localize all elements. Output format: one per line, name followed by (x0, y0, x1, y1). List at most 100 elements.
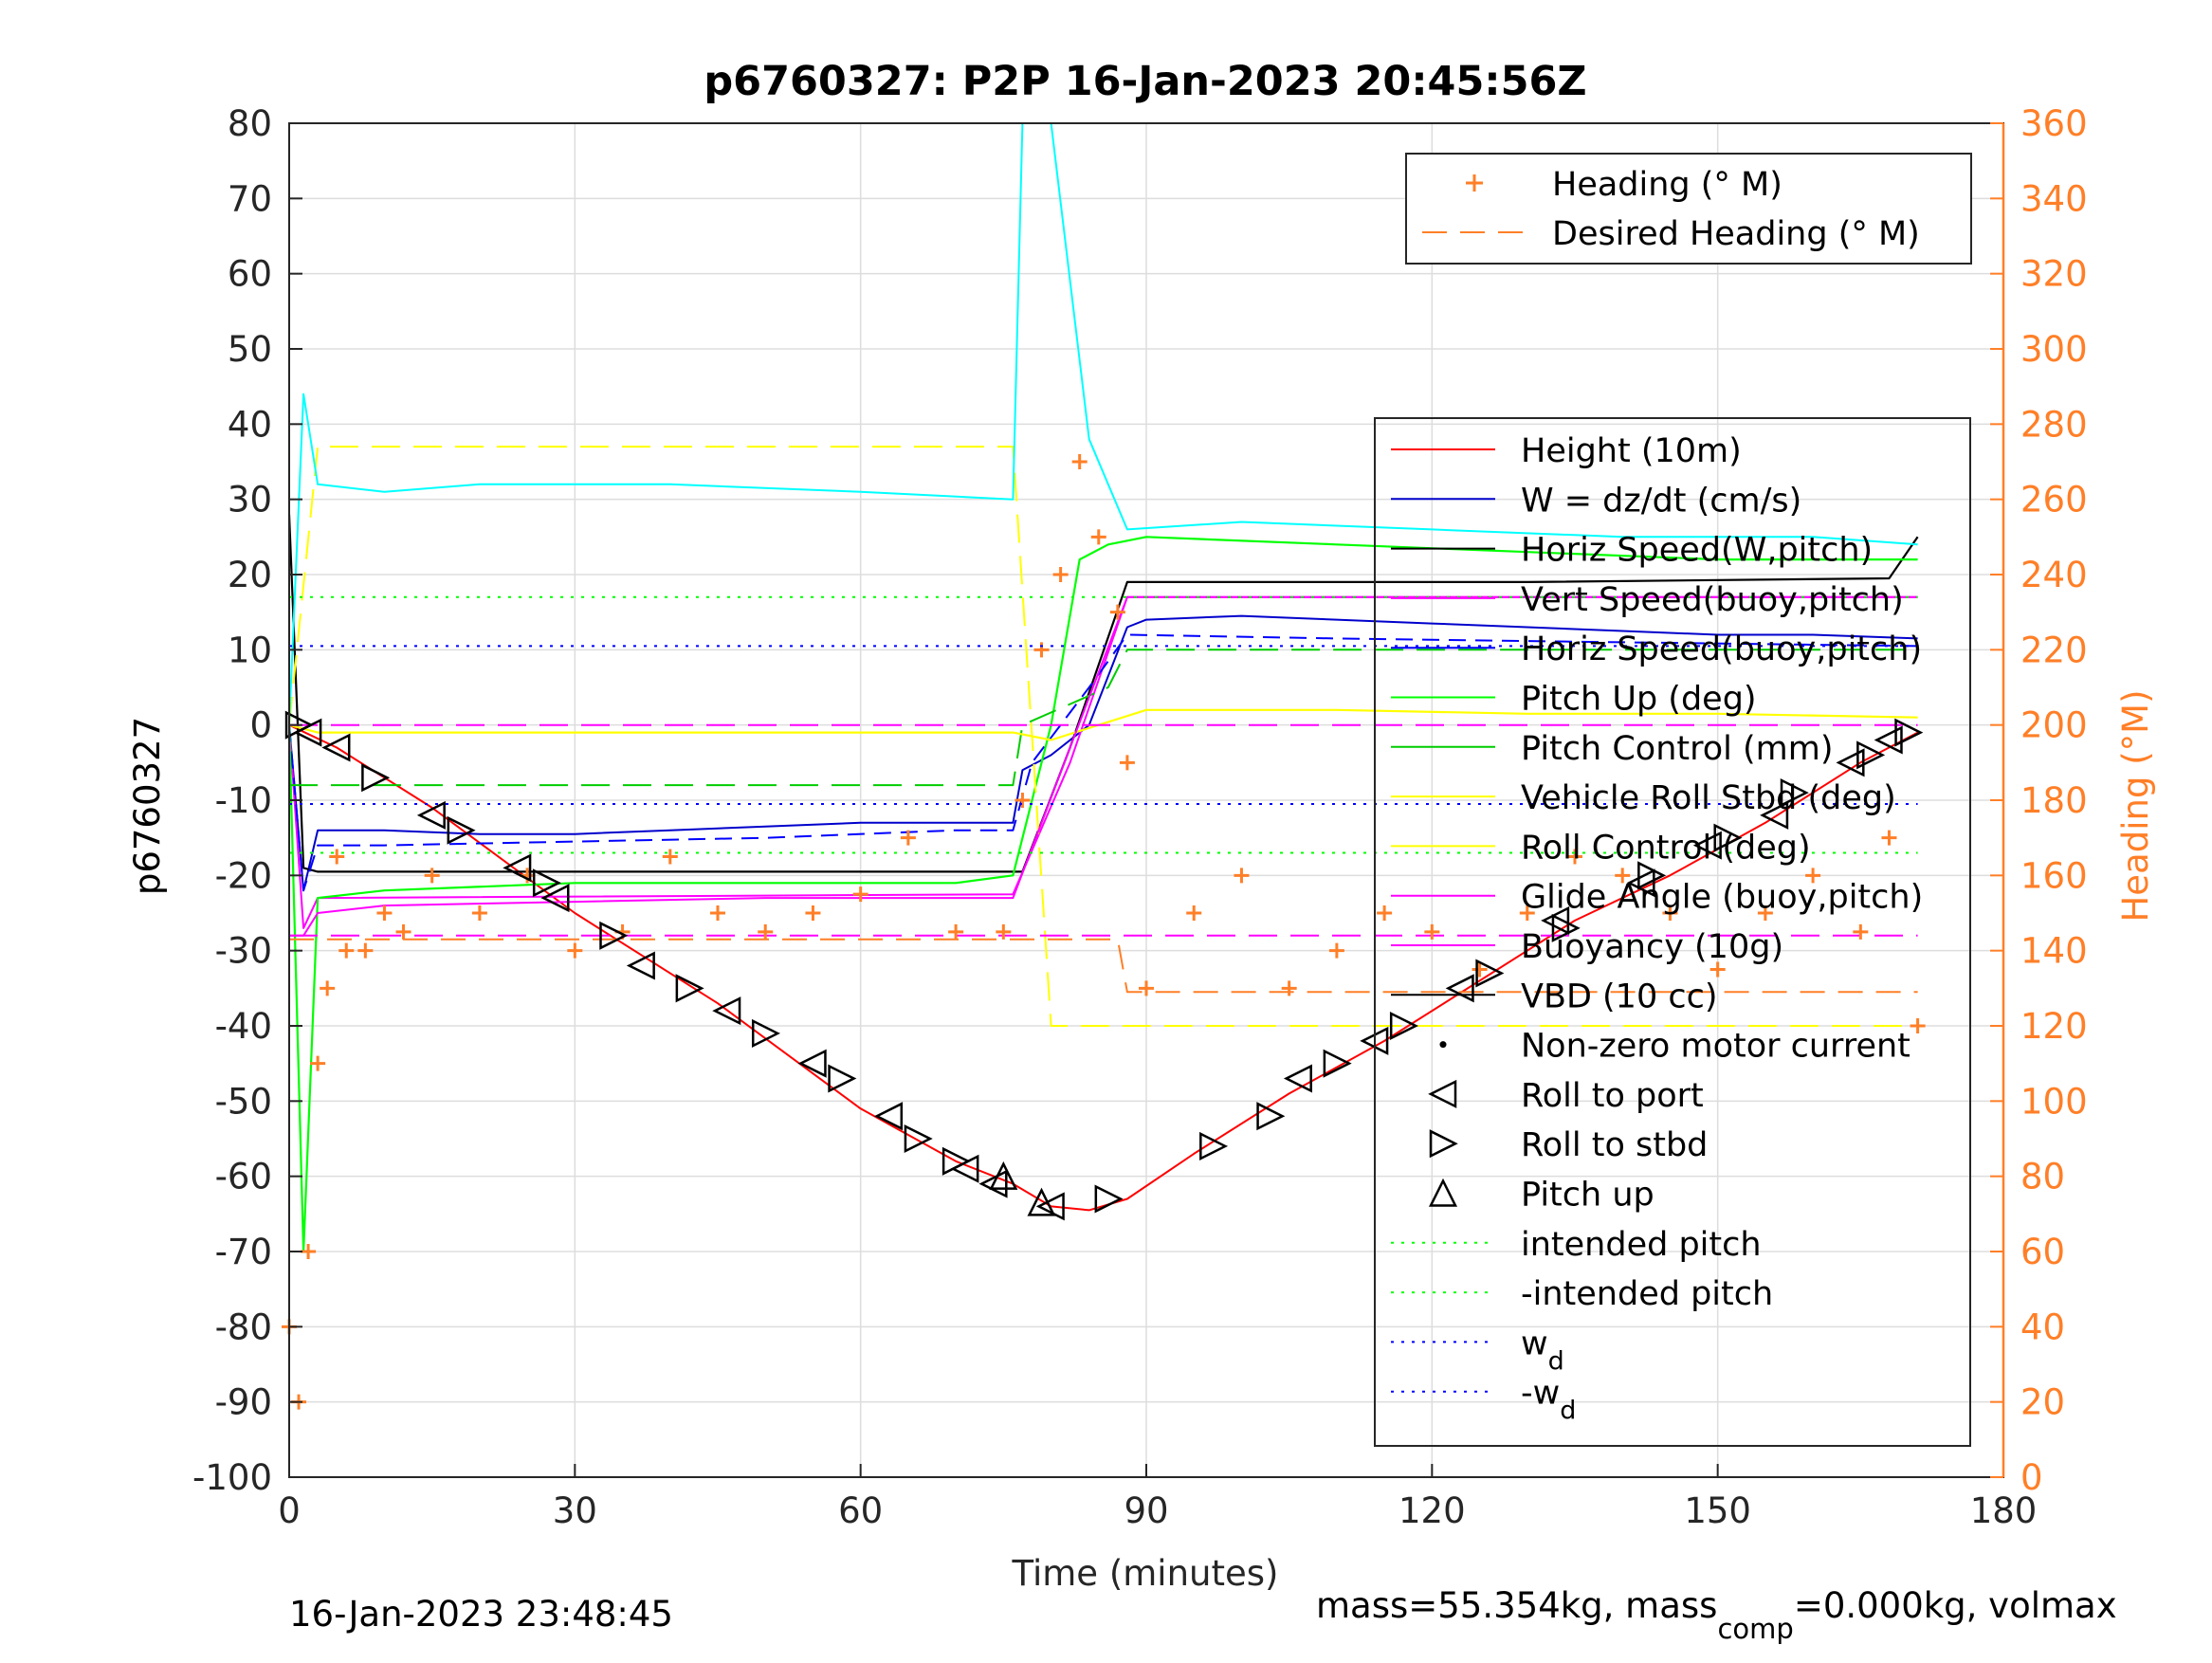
legend-swatch (1439, 1041, 1447, 1049)
pitch-up-marker (989, 1160, 1018, 1190)
heading-point (471, 905, 487, 921)
heading-point (310, 1055, 326, 1071)
y-tick-label: -10 (215, 780, 272, 821)
legend-entry-label: Pitch Up (deg) (1521, 681, 1757, 719)
roll-stbd-marker (447, 815, 476, 845)
pitch-up-marker (1027, 1187, 1056, 1216)
heading-point (1033, 642, 1050, 658)
heading-point (996, 923, 1012, 940)
heading-point (1853, 923, 1869, 940)
legend-heading-box (1405, 153, 1972, 265)
roll-stbd-marker (1094, 1184, 1124, 1214)
roll-stbd-marker (1637, 861, 1667, 890)
y-right-tick-label: 320 (2020, 254, 2088, 295)
heading-point (329, 849, 345, 865)
heading-point (852, 886, 868, 903)
series-pitch-control-mm (289, 649, 1918, 787)
y-tick-label: 60 (228, 254, 272, 295)
y-tick-label: 30 (228, 480, 272, 521)
heading-point (567, 942, 583, 959)
legend-entry-label: Pitch up (1521, 1177, 1654, 1215)
roll-port-marker (1874, 725, 1903, 755)
x-tick-label: 120 (1398, 1490, 1466, 1531)
heading-point (1424, 923, 1440, 940)
roll-stbd-marker (284, 710, 314, 740)
heading-point (1109, 604, 1125, 620)
y-tick-label: -70 (215, 1232, 272, 1272)
y-tick-label: -90 (215, 1382, 272, 1423)
roll-stbd-marker (599, 921, 629, 950)
roll-port-marker (540, 884, 570, 913)
y-tick-label: 20 (228, 555, 272, 595)
y-right-tick-label: 20 (2020, 1382, 2065, 1423)
roll-port-marker (874, 1102, 904, 1131)
series-roll-control-deg (288, 446, 1918, 1027)
y-tick-label: -60 (215, 1157, 272, 1197)
y-tick-label: -30 (215, 931, 272, 972)
y-tick-label: -80 (215, 1307, 272, 1347)
heading-point (424, 868, 440, 884)
legend-entry-label: intended pitch (1521, 1226, 1762, 1264)
y-right-tick-label: 280 (2020, 404, 2088, 445)
y-axis-right-label: Heading (°M) (2115, 689, 2156, 922)
heading-point (1186, 905, 1202, 921)
y-right-tick-label: 260 (2020, 480, 2088, 521)
legend-main: Height (10m) W = dz/dt (cm/s) Horiz Speed(… (1374, 417, 1971, 1447)
y-right-tick-label: 220 (2020, 630, 2088, 670)
legend-main-box (1374, 417, 1971, 1447)
roll-port-marker (1836, 748, 1865, 777)
roll-stbd-marker (1475, 959, 1505, 988)
legend-swatch (1428, 1079, 1457, 1108)
y-tick-label: -100 (192, 1457, 272, 1498)
legend-entry-label: Roll to stbd (1521, 1126, 1708, 1164)
footer-mass: mass=55.354kg, masscomp=0.000kg, volmax (1316, 1585, 2117, 1645)
heading-point (1805, 868, 1821, 884)
y-tick-label: 80 (228, 103, 272, 144)
y-tick-label: 0 (249, 705, 272, 746)
y-right-tick-label: 140 (2020, 931, 2088, 972)
y-right-tick-label: 80 (2020, 1157, 2065, 1197)
y-tick-label: 70 (228, 178, 272, 219)
legend-heading: Heading (° M) Desired Heading (° M) (1405, 153, 1972, 265)
heading-point (1881, 830, 1897, 846)
roll-stbd-marker (1389, 1011, 1418, 1041)
roll-stbd-marker (1856, 740, 1886, 770)
roll-port-marker (712, 996, 741, 1026)
roll-port-marker (1626, 868, 1655, 898)
axis-layer: 0 30 60 90 120 150 18080706050403020100-10-20-… (192, 103, 2088, 1531)
y-tick-label: 40 (228, 404, 272, 445)
legend-entry-label: Pitch Control (mm) (1521, 730, 1833, 768)
legend-entry-label: Desired Heading (° M) (1552, 215, 1920, 253)
heading-point (1015, 793, 1031, 808)
y-right-tick-label: 160 (2020, 855, 2088, 896)
roll-stbd-marker (904, 1124, 933, 1154)
heading-point (758, 923, 774, 940)
heading-point (1709, 961, 1726, 978)
legend-entry-label: Vehicle Roll Stbd (deg) (1521, 779, 1896, 817)
heading-point (1234, 868, 1250, 884)
roll-port-marker (978, 1169, 1008, 1198)
heading-point (1757, 905, 1773, 921)
heading-point (710, 905, 725, 921)
x-axis-label: Time (minutes) (1012, 1553, 1279, 1594)
y-right-tick-label: 200 (2020, 705, 2088, 746)
heading-point (1910, 1018, 1926, 1033)
heading-point (1472, 961, 1488, 978)
heading-point (1119, 755, 1135, 771)
x-tick-label: 0 (278, 1490, 301, 1531)
legend-entry-label: Roll Control (deg) (1521, 829, 1811, 867)
roll-stbd-marker (1894, 718, 1924, 747)
y-right-tick-label: 100 (2020, 1081, 2088, 1122)
heading-point (1615, 868, 1631, 884)
heading-point (1090, 529, 1106, 545)
y-right-tick-label: 240 (2020, 555, 2088, 595)
heading-point (1519, 905, 1535, 921)
roll-port-marker (503, 853, 532, 883)
heading-point (320, 980, 336, 996)
roll-port-marker (1692, 831, 1722, 860)
y-axis-label: p6760327 (127, 717, 168, 895)
heading-point (357, 942, 374, 959)
legend-entry-label: VBD (10 cc) (1521, 978, 1718, 1015)
